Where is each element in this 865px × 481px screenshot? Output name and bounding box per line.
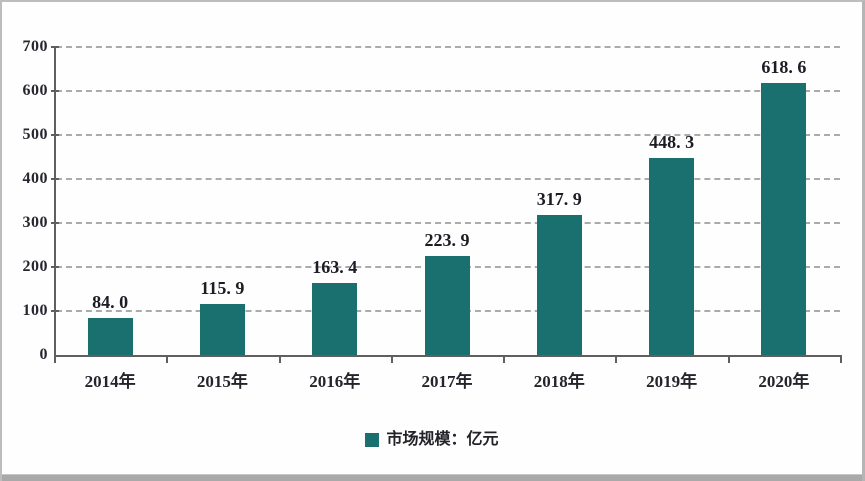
x-axis-category-label: 2014年 [84,372,136,391]
legend: 市场规模：亿元 [2,431,862,449]
x-axis-category-label: 2019年 [646,372,698,391]
bar [761,82,807,355]
x-axis-tick [54,357,56,363]
y-axis-tick-label: 700 [22,38,48,55]
bar-value-label: 163. 4 [312,257,358,278]
x-axis-category-label: 2020年 [758,372,810,391]
y-axis-tick-label: 200 [22,258,48,275]
bar [199,304,245,355]
y-gridline [56,178,840,180]
x-axis-tick [390,357,393,363]
bar [649,157,695,355]
bar-value-label: 115. 9 [200,278,245,298]
bar-value-label: 223. 9 [424,230,470,251]
x-axis-category-label: 2016年 [309,372,361,391]
x-axis-category-label: 2015年 [196,372,248,391]
y-axis-tick-label: 600 [22,82,48,99]
x-axis-category-label: 2017年 [421,372,473,391]
y-gridline [56,222,840,224]
x-axis [54,355,842,357]
bar [87,318,133,355]
y-gridline [56,134,840,136]
y-gridline [56,46,840,48]
x-axis-tick [727,357,730,363]
x-axis-tick [615,357,618,363]
x-axis-tick [840,357,842,363]
y-gridline [56,90,840,92]
bar [312,283,358,355]
y-axis-tick-label: 400 [22,170,48,187]
legend-marker-icon [365,433,380,447]
bar-value-label: 618. 6 [761,56,807,77]
bar-value-label: 448. 3 [649,131,695,152]
bar-value-label: 317. 9 [536,189,582,210]
y-axis-tick-label: 0 [39,346,48,363]
x-axis-tick [166,357,169,363]
bar [424,256,470,355]
y-axis-tick-label: 500 [22,126,48,143]
y-axis-tick-label: 300 [22,214,48,231]
legend-label: 市场规模：亿元 [386,431,499,448]
y-axis [54,47,56,357]
bar-value-label: 84. 0 [92,292,129,313]
frame-bottom-edge [2,474,862,481]
x-axis-category-label: 2018年 [533,372,585,391]
x-axis-tick [503,357,506,363]
x-axis-tick [278,357,281,363]
bar [536,215,582,355]
y-axis-tick-label: 100 [22,302,48,319]
